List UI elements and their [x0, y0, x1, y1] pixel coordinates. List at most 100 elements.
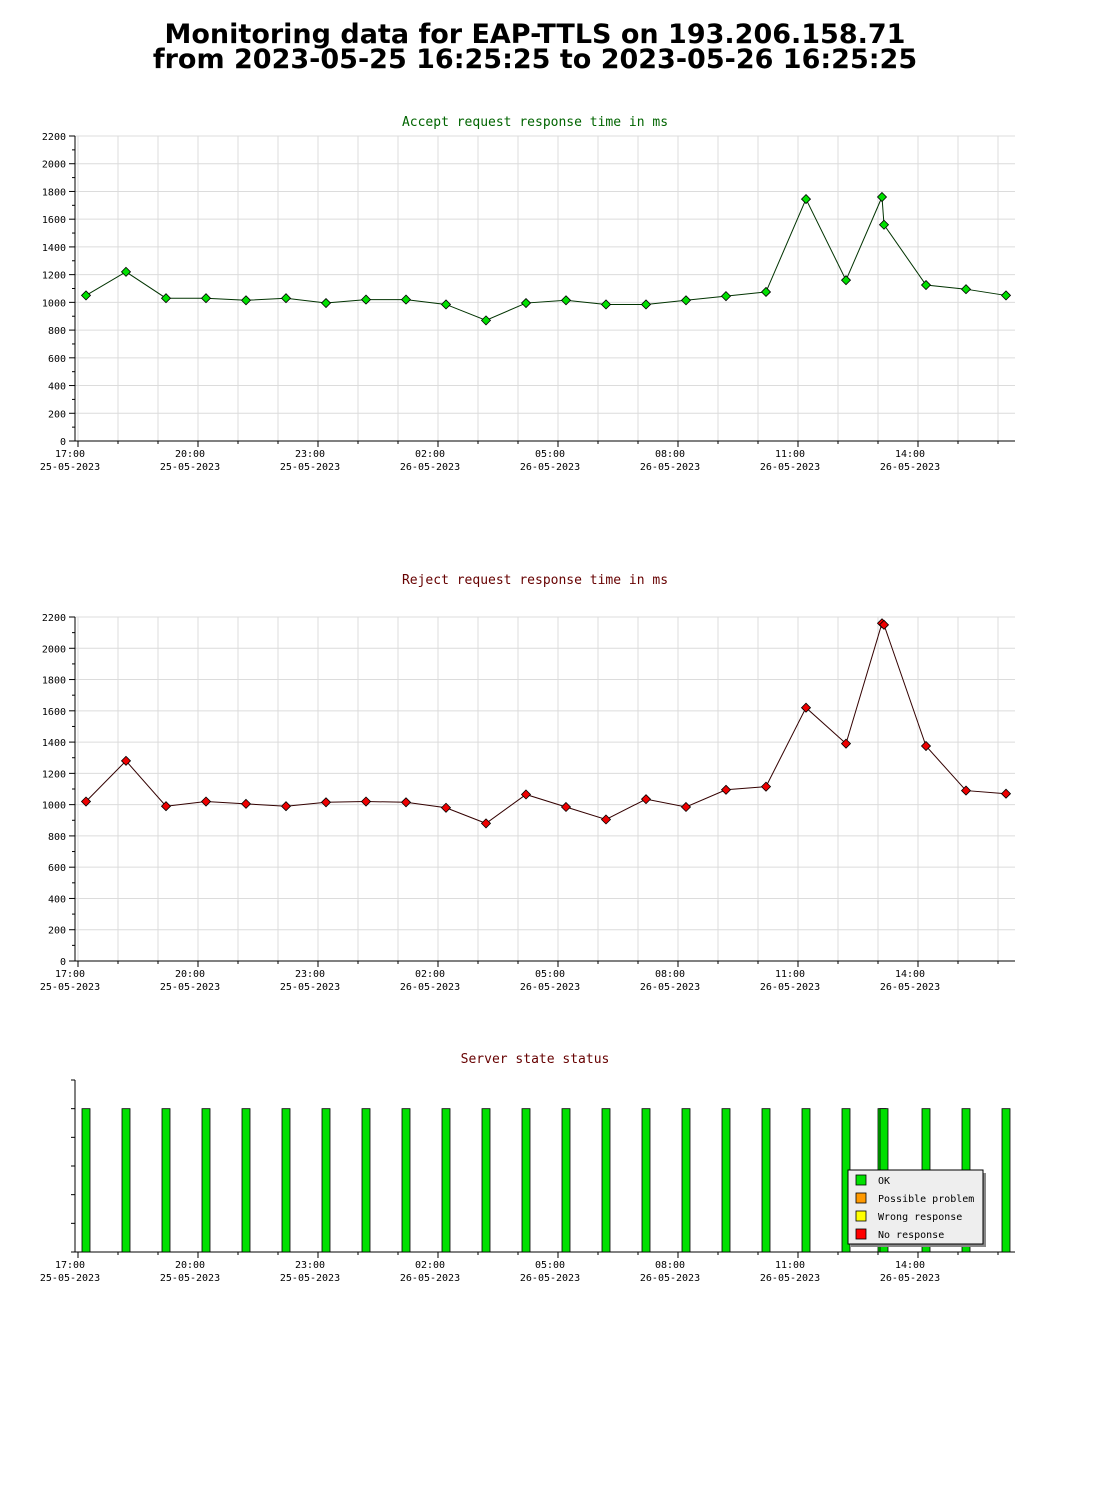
reject-chart-x-tick-date: 25-05-2023: [160, 982, 220, 993]
accept-data-point: [120, 266, 132, 277]
status-chart-status-bar: [161, 1108, 171, 1253]
reject-data-point: [1000, 788, 1012, 799]
accept-data-point: [520, 297, 532, 309]
reject-chart-y-tick-label: 1800: [42, 676, 66, 687]
accept-chart-x-tick-date: 26-05-2023: [760, 462, 820, 473]
accept-chart-y-tick-label: 2000: [42, 160, 66, 171]
reject-chart-x-tick-time: 05:00: [535, 969, 565, 980]
status-chart-x-tick-date: 26-05-2023: [880, 1273, 940, 1284]
reject-chart-x-tick-date: 25-05-2023: [280, 982, 340, 993]
reject-data-point: [240, 798, 252, 809]
accept-chart-x-tick-date: 26-05-2023: [520, 462, 580, 473]
status-chart-status-bar: [521, 1108, 531, 1253]
status-chart-legend-label: Wrong response: [878, 1212, 962, 1223]
accept-chart-x-tick-date: 25-05-2023: [280, 462, 340, 473]
accept-data-point: [760, 286, 772, 298]
accept-chart-x-tick-time: 14:00: [895, 449, 925, 460]
page-title-line-1: Monitoring data for EAP-TTLS on 193.206.…: [164, 19, 906, 50]
accept-data-point: [360, 294, 372, 305]
status-chart-title: Server state status: [461, 1052, 610, 1067]
reject-chart-x-tick-date: 26-05-2023: [400, 982, 460, 993]
accept-data-point: [240, 295, 252, 306]
accept-data-point: [200, 293, 212, 304]
status-chart-status-bar: [1001, 1108, 1011, 1253]
reject-response-chart: Reject request response time in ms 0 200 40…: [40, 573, 1015, 993]
reject-chart-y-tick-label: 1600: [42, 707, 66, 718]
status-chart-legend-label: OK: [878, 1176, 890, 1187]
reject-data-point: [200, 796, 212, 807]
reject-chart-x-tick-date: 26-05-2023: [640, 982, 700, 993]
status-chart-legend-swatch: [855, 1210, 867, 1222]
reject-data-point: [800, 702, 812, 713]
server-status-chart: Server state status 17:00 25-05-2023 20:00 2…: [40, 1052, 1015, 1284]
accept-chart-x-tick-time: 05:00: [535, 449, 565, 460]
accept-chart-y-tick-label: 1200: [42, 271, 66, 282]
status-chart-x-tick-date: 26-05-2023: [400, 1273, 460, 1284]
accept-chart-x-tick-time: 02:00: [415, 449, 445, 460]
reject-chart-y-tick-label: 200: [48, 926, 66, 937]
accept-chart-x-tick-date: 25-05-2023: [160, 462, 220, 473]
reject-data-point: [760, 781, 772, 792]
accept-data-point: [840, 275, 852, 286]
status-chart-status-bar: [761, 1108, 771, 1253]
accept-data-point: [640, 299, 652, 310]
reject-chart-x-tick-time: 20:00: [175, 969, 205, 980]
accept-chart-title: Accept request response time in ms: [402, 115, 668, 130]
reject-chart-y-tick-label: 1200: [42, 769, 66, 780]
reject-chart-title: Reject request response time in ms: [402, 573, 668, 588]
accept-data-point: [680, 295, 692, 306]
reject-data-point: [360, 796, 372, 807]
accept-data-point: [480, 315, 492, 326]
accept-data-point: [878, 219, 890, 230]
reject-data-point: [120, 755, 132, 766]
status-chart-x-tick-date: 25-05-2023: [40, 1273, 100, 1284]
status-chart-status-bar: [201, 1108, 211, 1253]
reject-chart-series-line: [85, 622, 1007, 824]
status-chart-status-bar: [481, 1108, 491, 1253]
status-chart-status-bar: [321, 1108, 331, 1253]
status-chart-legend-swatch: [855, 1228, 867, 1240]
accept-data-point: [960, 284, 972, 295]
reject-data-point: [840, 738, 852, 749]
accept-chart-y-tick-label: 400: [48, 382, 66, 393]
accept-chart-y-tick-label: 1800: [42, 187, 66, 198]
status-chart-legend-label: No response: [878, 1230, 944, 1241]
accept-chart-y-tick-label: 600: [48, 354, 66, 365]
status-chart-status-bar: [681, 1108, 691, 1253]
accept-chart-x-tick-time: 11:00: [775, 449, 805, 460]
reject-data-point: [400, 797, 412, 808]
reject-chart-y-tick-label: 600: [48, 863, 66, 874]
status-chart-x-tick-date: 25-05-2023: [280, 1273, 340, 1284]
status-chart-legend-swatch: [855, 1174, 867, 1186]
status-chart-status-bar: [561, 1108, 571, 1253]
reject-chart-x-tick-time: 08:00: [655, 969, 685, 980]
accept-data-point: [560, 295, 572, 306]
accept-chart-y-tick-label: 1000: [42, 298, 66, 309]
reject-data-point: [480, 818, 492, 829]
accept-chart-x-tick-time: 20:00: [175, 449, 205, 460]
accept-chart-x-tick-time: 08:00: [655, 449, 685, 460]
reject-data-point: [878, 619, 890, 630]
reject-data-point: [720, 784, 732, 795]
reject-chart-x-tick-date: 25-05-2023: [40, 982, 100, 993]
status-chart-status-bar: [241, 1108, 251, 1253]
accept-data-point: [440, 299, 452, 310]
accept-chart-y-tick-label: 1400: [42, 243, 66, 254]
reject-chart-y-tick-label: 2000: [42, 644, 66, 655]
accept-data-point: [280, 293, 292, 304]
accept-data-point: [920, 279, 932, 291]
reject-chart-y-tick-label: 1000: [42, 801, 66, 812]
accept-chart-x-tick-time: 17:00: [55, 449, 85, 460]
accept-chart-x-tick-time: 23:00: [295, 449, 325, 460]
accept-chart-x-tick-date: 26-05-2023: [400, 462, 460, 473]
reject-chart-x-tick-time: 14:00: [895, 969, 925, 980]
status-chart-x-tick-date: 26-05-2023: [640, 1273, 700, 1284]
reject-data-point: [280, 801, 292, 812]
status-chart-status-bar: [641, 1108, 651, 1253]
accept-chart-y-tick-label: 0: [60, 437, 66, 448]
status-chart-status-bar: [81, 1108, 91, 1253]
page-title-line-2: from 2023-05-25 16:25:25 to 2023-05-26 1…: [152, 44, 918, 75]
reject-data-point: [520, 789, 532, 800]
status-chart-status-bar: [121, 1108, 131, 1253]
